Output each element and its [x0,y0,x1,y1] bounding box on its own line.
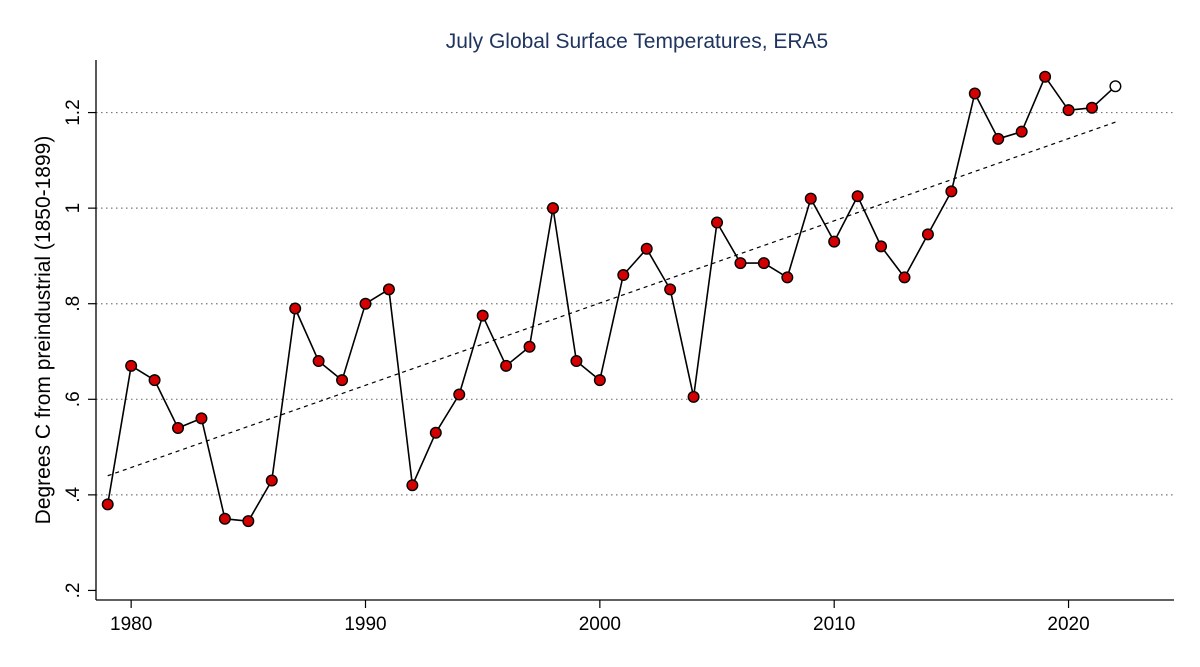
data-point [218,512,231,525]
y-axis-label: Degrees C from preindustrial (1850-1899) [32,136,55,525]
data-point [125,359,138,372]
x-tick-label: 2000 [579,614,621,635]
y-tick-label: .6 [63,391,84,407]
data-point [1062,104,1075,117]
x-tick-label: 2020 [1047,614,1089,635]
data-point [312,355,325,368]
trend-line-group [107,121,1116,477]
data-point [804,192,817,205]
data-point [875,240,888,253]
data-point [500,359,513,372]
chart-title: July Global Surface Temperatures, ERA5 [446,30,828,53]
data-point [382,283,395,296]
data-points [101,70,1122,528]
data-point [242,515,255,528]
data-point [172,421,185,434]
data-point [757,257,770,270]
data-point [898,271,911,284]
series-line [106,75,1116,523]
data-point [687,390,700,403]
x-tick-label: 2010 [813,614,855,635]
x-tick-label: 1990 [344,614,386,635]
data-point [523,340,536,353]
y-tick-label: .8 [63,296,84,312]
trend-line [107,121,1116,477]
data-point [593,374,606,387]
data-point [1085,101,1098,114]
data-point [195,412,208,425]
data-point [289,302,302,315]
data-point [476,309,489,322]
data-point [359,297,372,310]
data-point [570,355,583,368]
data-point-latest [1109,80,1122,93]
data-point [1039,70,1052,83]
data-point [664,283,677,296]
y-tick-label: .2 [63,583,84,599]
data-point [968,87,981,100]
data-point [265,474,278,487]
data-point [992,132,1005,145]
y-tick-label: 1 [63,203,84,214]
data-point [429,426,442,439]
data-point [711,216,724,229]
series-line-group [106,75,1116,523]
data-point [851,190,864,203]
data-point [617,269,630,282]
data-point [945,185,958,198]
data-point [1015,125,1028,138]
data-point [101,498,114,511]
y-tick-label: 1.2 [63,99,84,125]
grid-lines [96,111,1174,496]
data-point [148,374,161,387]
x-tick-label: 1980 [110,614,152,635]
data-point [546,202,559,215]
axes: .2 .4 .6 .8 1 1.2 1980 1990 2000 2010 2020 [63,60,1174,635]
data-point [406,479,419,492]
data-point [640,242,653,255]
data-point [336,374,349,387]
data-point [828,235,841,248]
data-point [781,271,794,284]
y-tick-label: .4 [63,487,84,503]
data-point [921,228,934,241]
data-point [734,257,747,270]
data-point [453,388,466,401]
